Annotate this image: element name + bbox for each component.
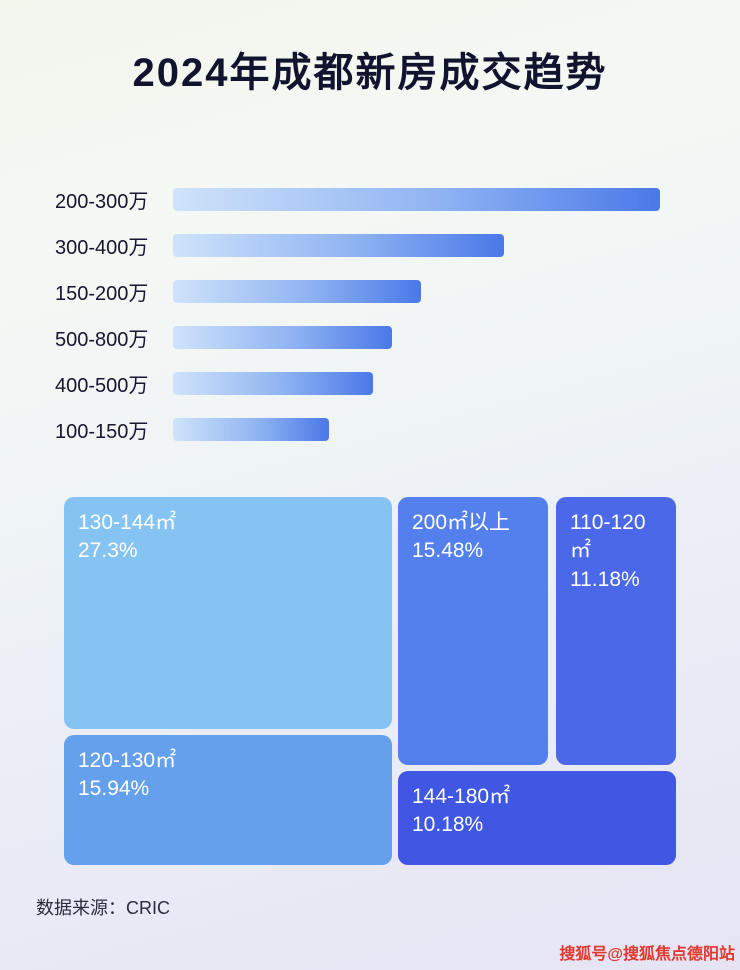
bar-row: 500-800万 [55,314,695,360]
bar-fill [173,233,505,257]
area-segment-treemap: 130-144㎡ 27.3% 120-130㎡ 15.94% 200㎡以上 15… [64,497,676,865]
bar-fill [173,187,660,211]
bar-label: 100-150万 [55,420,149,443]
price-range-bar-chart: 200-300万 300-400万 150-200万 500-800万 400-… [55,176,695,452]
bar-track [173,187,660,211]
bar-fill [173,417,329,441]
bar-fill [173,279,422,303]
treemap-box-percent: 10.18% [412,813,484,837]
treemap-box-percent: 27.3% [78,539,138,563]
bar-fill [173,325,393,349]
bar-track [173,325,660,349]
bar-track [173,371,660,395]
bar-row: 100-150万 [55,406,695,452]
bar-row: 400-500万 [55,360,695,406]
treemap-box-200-plus: 200㎡以上 15.48% [398,497,548,765]
bar-label: 150-200万 [55,282,149,305]
bar-track [173,279,660,303]
bar-label: 400-500万 [55,374,149,397]
treemap-box-label: 130-144㎡ [78,511,177,534]
treemap-box-120-130: 120-130㎡ 15.94% [64,735,392,865]
bar-label: 300-400万 [55,236,149,259]
bar-track [173,417,660,441]
page-title: 2024年成都新房成交趋势 [132,51,608,95]
treemap-box-144-180: 144-180㎡ 10.18% [398,771,676,865]
treemap-box-percent: 11.18% [570,567,640,591]
bar-row: 150-200万 [55,268,695,314]
treemap-box-label: 120-130㎡ [78,749,177,772]
treemap-box-label: 110-120㎡ [570,511,646,563]
bar-label: 500-800万 [55,328,149,351]
data-source-note: 数据来源：CRIC [36,898,170,918]
treemap-box-130-144: 130-144㎡ 27.3% [64,497,392,729]
treemap-box-percent: 15.94% [78,777,150,801]
treemap-box-percent: 15.48% [412,539,484,563]
bar-row: 200-300万 [55,176,695,222]
treemap-box-label: 200㎡以上 [412,511,511,534]
treemap-box-110-120: 110-120㎡ 11.18% [556,497,676,765]
bar-fill [173,371,373,395]
bar-row: 300-400万 [55,222,695,268]
bar-label: 200-300万 [55,190,149,213]
bar-track [173,233,660,257]
treemap-box-label: 144-180㎡ [412,785,511,808]
watermark-text: 搜狐号@搜狐焦点德阳站 [559,946,735,963]
